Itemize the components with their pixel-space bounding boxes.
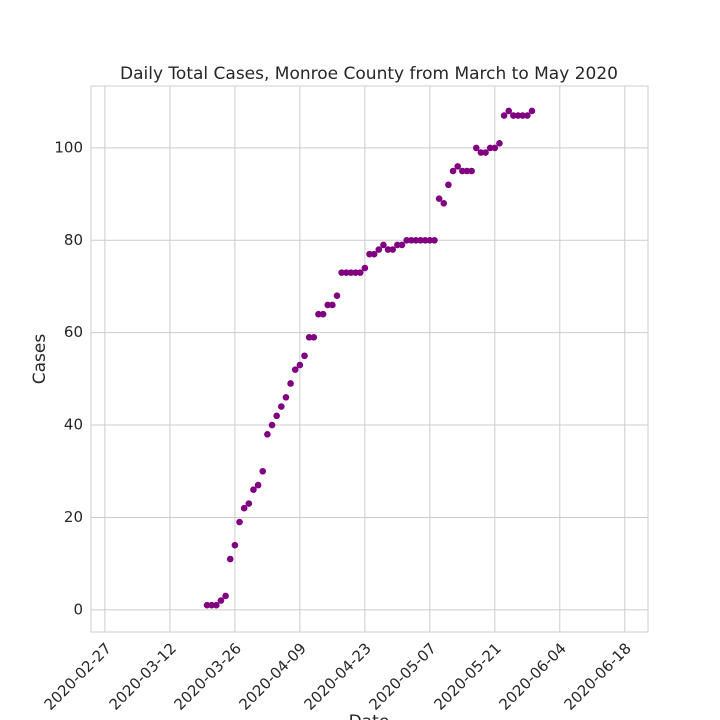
point <box>240 504 248 512</box>
point <box>398 241 406 249</box>
point <box>213 601 220 609</box>
point <box>528 107 536 115</box>
point <box>338 269 345 276</box>
point <box>305 333 313 341</box>
point <box>254 481 262 489</box>
point <box>366 250 373 258</box>
point <box>468 167 475 175</box>
point <box>310 333 318 341</box>
x-tick-label: 2020-06-04 <box>495 639 569 713</box>
point <box>482 149 489 156</box>
point <box>236 518 243 526</box>
y-axis-label: Cases <box>30 334 50 385</box>
point <box>291 366 299 373</box>
point <box>496 139 503 147</box>
point <box>389 246 397 253</box>
x-tick-label: 2020-04-09 <box>236 639 310 713</box>
x-axis-label: Date <box>349 712 390 720</box>
point <box>519 112 526 119</box>
y-tick-label: 40 <box>64 416 83 434</box>
point <box>514 112 522 119</box>
point <box>259 467 267 475</box>
point <box>407 236 415 244</box>
y-tick-label: 100 <box>54 138 83 156</box>
point <box>463 167 471 175</box>
y-tick-label: 0 <box>73 600 83 618</box>
point <box>524 112 531 119</box>
point <box>445 181 452 189</box>
point <box>454 163 461 170</box>
point <box>319 310 327 318</box>
point <box>375 246 383 253</box>
point <box>384 246 392 253</box>
point <box>403 236 410 244</box>
point <box>208 601 215 609</box>
point <box>491 144 499 152</box>
point <box>217 597 225 604</box>
point <box>282 394 290 401</box>
point <box>449 167 457 175</box>
point <box>361 264 369 272</box>
point <box>347 269 355 276</box>
point <box>477 149 485 156</box>
point <box>356 269 364 276</box>
x-tick-label: 2020-04-23 <box>300 639 374 713</box>
point <box>329 301 336 309</box>
point <box>296 361 304 369</box>
x-tick-label: 2020-03-12 <box>106 639 180 713</box>
y-tick-label: 20 <box>64 508 83 526</box>
point <box>426 236 434 244</box>
point <box>203 601 211 609</box>
x-tick-label: 2020-05-21 <box>430 639 504 713</box>
point <box>472 144 480 152</box>
point <box>264 430 271 438</box>
point <box>417 236 424 244</box>
point <box>500 112 508 119</box>
plot-frame <box>90 85 649 633</box>
point <box>505 107 513 115</box>
point <box>226 555 234 563</box>
point <box>510 112 517 119</box>
point <box>315 310 322 318</box>
point <box>431 236 438 244</box>
point <box>245 500 253 507</box>
point <box>421 236 429 244</box>
point <box>380 241 387 249</box>
chart-title: Daily Total Cases, Monroe County from Ma… <box>120 64 618 84</box>
y-tick-label: 80 <box>64 231 83 249</box>
point <box>250 486 257 494</box>
point <box>394 241 401 249</box>
point <box>435 195 443 203</box>
point <box>352 269 359 276</box>
point <box>222 592 229 600</box>
y-tick-label: 60 <box>64 323 83 341</box>
point <box>301 352 308 360</box>
point <box>412 236 420 244</box>
x-tick-label: 2020-05-07 <box>365 639 439 713</box>
point <box>333 292 341 300</box>
point <box>459 167 466 175</box>
point <box>440 200 448 207</box>
point <box>287 380 294 387</box>
x-tick-label: 2020-02-27 <box>41 639 115 713</box>
point <box>370 250 378 258</box>
point <box>268 421 276 429</box>
point <box>486 144 494 152</box>
point <box>278 403 285 410</box>
x-tick-label: 2020-03-26 <box>171 639 245 713</box>
x-tick-label: 2020-06-18 <box>560 639 634 713</box>
point <box>273 412 280 420</box>
point <box>342 269 350 276</box>
point <box>231 541 239 549</box>
point <box>324 301 332 309</box>
